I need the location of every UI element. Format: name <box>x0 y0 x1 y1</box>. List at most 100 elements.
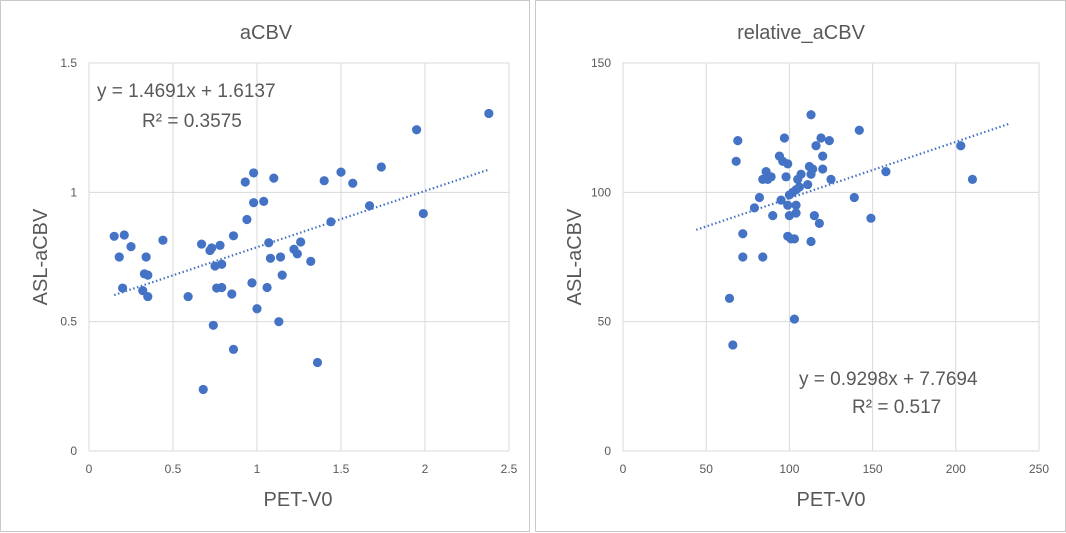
data-point <box>794 182 804 192</box>
data-point <box>336 167 346 177</box>
y-axis-title: ASL-aCBV <box>564 208 586 305</box>
data-point <box>247 278 257 288</box>
data-point <box>292 249 302 259</box>
data-point <box>967 174 978 184</box>
data-point <box>143 291 153 302</box>
data-point <box>326 217 336 227</box>
data-point <box>296 237 306 247</box>
scatter-chart-acbv: aCBV 0 0.5 1 1.5 2 2.5 0 0.5 1 1.5 PET-V0 ASL-aC… <box>30 22 518 511</box>
data-point <box>364 201 375 211</box>
data-point <box>754 192 765 203</box>
data-point <box>789 234 799 244</box>
data-point <box>109 231 119 241</box>
trendline-equation: y = 0.9298x + 7.7694 <box>799 369 978 390</box>
trendline <box>695 122 1010 231</box>
chart-title: relative_aCBV <box>737 22 866 44</box>
data-point <box>277 270 287 280</box>
y-axis-title: ASL-aCBV <box>30 208 52 305</box>
data-point <box>738 252 748 262</box>
x-tick-label: 100 <box>779 462 799 476</box>
data-point <box>779 133 790 143</box>
data-point <box>312 357 323 368</box>
data-point <box>809 211 819 221</box>
data-point <box>854 125 864 135</box>
x-tick-label: 2 <box>422 462 429 476</box>
data-point <box>376 162 386 172</box>
data-point <box>811 141 821 151</box>
y-tick-label: 0 <box>70 444 77 458</box>
chart-title: aCBV <box>240 22 293 44</box>
data-point <box>319 176 329 186</box>
data-point <box>724 293 735 303</box>
data-point <box>252 304 262 314</box>
x-tick-label: 1 <box>254 462 261 476</box>
data-point <box>783 200 793 210</box>
data-point <box>198 384 208 395</box>
trendline <box>113 168 490 297</box>
data-point <box>796 169 806 179</box>
data-point <box>208 320 218 330</box>
y-tick-label: 0 <box>604 444 611 458</box>
x-tick-label: 250 <box>1029 462 1049 476</box>
data-point <box>816 133 826 143</box>
x-tick-label: 0 <box>86 462 93 476</box>
data-point <box>228 344 239 354</box>
x-tick-label: 0 <box>620 462 627 476</box>
r-squared-label: R² = 0.517 <box>852 397 941 418</box>
data-point <box>814 218 824 228</box>
data-point <box>265 253 276 263</box>
r-squared-label: R² = 0.3575 <box>142 111 242 132</box>
y-tick-label: 50 <box>598 315 612 329</box>
y-tick-label: 0.5 <box>60 315 77 329</box>
data-point <box>881 167 891 177</box>
data-point <box>826 174 836 184</box>
scatter-chart-relative-acbv: relative_aCBV 0 50 100 150 200 250 050100150 … <box>564 22 1049 511</box>
data-point <box>731 156 741 166</box>
data-point <box>766 172 776 182</box>
data-point <box>749 203 760 213</box>
data-point <box>119 230 129 240</box>
data-point <box>808 164 818 174</box>
data-point <box>269 173 279 183</box>
data-point <box>866 213 876 223</box>
y-tick-label: 100 <box>591 185 611 199</box>
data-point <box>228 231 239 241</box>
data-point <box>126 242 136 252</box>
data-point <box>259 196 269 206</box>
data-point <box>215 240 225 250</box>
x-tick-label: 0.5 <box>165 462 182 476</box>
data-point <box>143 270 153 280</box>
data-point <box>418 208 428 219</box>
data-point <box>141 252 151 262</box>
x-tick-label: 150 <box>863 462 883 476</box>
data-point <box>728 340 738 350</box>
data-point <box>824 136 834 146</box>
data-point <box>783 159 793 169</box>
data-point <box>274 317 284 327</box>
data-point <box>217 282 227 293</box>
x-tick-label: 200 <box>946 462 966 476</box>
chart-panel-relative-acbv: relative_aCBV 0 50 100 150 200 250 0 50 100 150 … <box>535 0 1066 532</box>
data-point <box>249 198 259 208</box>
data-point <box>264 238 274 248</box>
data-point <box>227 289 237 299</box>
y-tick-label: 1 <box>70 185 77 199</box>
data-point <box>348 178 358 188</box>
data-point <box>196 239 207 249</box>
data-point <box>758 252 768 262</box>
trendline-equation: y = 1.4691x + 1.6137 <box>97 81 276 102</box>
data-point <box>207 243 217 253</box>
data-point <box>217 259 227 269</box>
data-point <box>791 200 801 210</box>
data-point <box>306 256 316 266</box>
y-tick-label: 1.5 <box>60 56 77 70</box>
data-point <box>803 179 813 190</box>
data-point <box>818 151 828 161</box>
data-point <box>158 235 168 245</box>
data-point <box>275 252 286 262</box>
y-tick-label: 150 <box>591 56 611 70</box>
data-point <box>776 195 786 205</box>
data-point <box>956 141 966 151</box>
data-point <box>768 211 778 221</box>
data-point <box>262 282 272 293</box>
